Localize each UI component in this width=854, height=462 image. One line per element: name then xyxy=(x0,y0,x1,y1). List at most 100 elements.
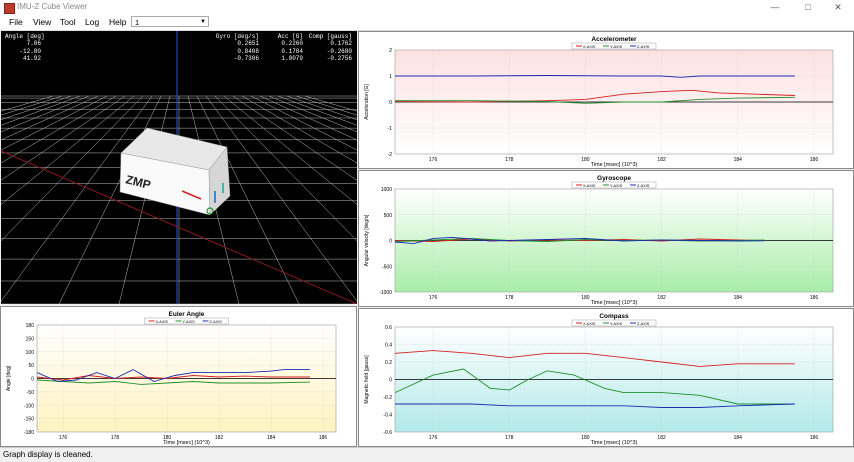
gyroscope-ylabel: Angular velocity [deg/s] xyxy=(364,214,370,266)
status-text: Graph display is cleaned. xyxy=(3,450,93,459)
legend-label: Z-AXIS xyxy=(637,184,650,188)
grid-line xyxy=(1,95,153,302)
close-button[interactable]: ✕ xyxy=(834,2,842,12)
y-tick-label: 0 xyxy=(31,377,34,383)
x-tick-label: 186 xyxy=(810,295,819,301)
cube-overlay: ZMP xyxy=(1,31,357,304)
device-select[interactable]: 1 ▼ xyxy=(131,16,209,27)
grid-line xyxy=(196,95,300,304)
x-tick-label: 182 xyxy=(657,435,666,441)
grid-line xyxy=(214,95,357,242)
x-tick-label: 186 xyxy=(319,435,328,441)
y-tick-label: 0 xyxy=(389,100,392,106)
grid-line xyxy=(241,95,357,164)
x-tick-label: 184 xyxy=(734,435,743,441)
y-tick-label: -2 xyxy=(388,152,393,158)
x-tick-label: 180 xyxy=(163,435,172,441)
x-tick-label: 176 xyxy=(429,157,438,163)
y-tick-label: 500 xyxy=(384,213,393,219)
origin-icon xyxy=(206,207,214,215)
grid-line xyxy=(250,95,357,151)
compass-title: Compass xyxy=(599,313,629,320)
x-tick-label: 178 xyxy=(111,435,120,441)
menu-bar: File View Tool Log Help xyxy=(0,15,854,31)
x-tick-label: 184 xyxy=(734,157,743,163)
y-tick-label: 2 xyxy=(389,48,392,54)
grid-line xyxy=(259,95,357,141)
hud-acc-header: Acc [G] xyxy=(277,33,303,40)
legend-label: Y-AXIS xyxy=(183,320,196,324)
grid-line xyxy=(223,95,357,205)
grid-line xyxy=(1,95,90,133)
menu-file[interactable]: File xyxy=(9,17,23,27)
menu-view[interactable]: View xyxy=(33,17,52,27)
grid-line xyxy=(268,95,357,133)
y-tick-label: 0.6 xyxy=(385,325,392,331)
status-bar: Graph display is cleaned. xyxy=(0,447,854,462)
y-tick-label: 150 xyxy=(26,336,35,342)
grid-line xyxy=(232,95,357,181)
grid-line xyxy=(205,95,357,302)
grid-line xyxy=(1,95,126,181)
x-tick-label: 180 xyxy=(581,157,590,163)
compass-legend xyxy=(571,319,657,327)
cube-3d-view[interactable]: ZMP Angle [deg] 7.06 -12.80 41.92 Gyro [… xyxy=(1,31,357,304)
x-arrow-icon xyxy=(181,190,202,200)
accelerometer-panel: Accelerometer Time [msec] (10^3) Accelerat… xyxy=(358,31,854,169)
menu-tool[interactable]: Tool xyxy=(60,17,76,27)
minimize-button[interactable]: — xyxy=(770,2,780,12)
y-tick-label: 180 xyxy=(26,323,35,329)
legend-label: Y-AXIS xyxy=(610,45,623,49)
device-select-value: 1 xyxy=(135,18,140,27)
compass-chart: Compass Time [msec] (10^3) Magnetic field … xyxy=(364,313,834,446)
menu-log[interactable]: Log xyxy=(85,17,100,27)
x-tick-label: 180 xyxy=(581,295,590,301)
y-tick-label: -0.6 xyxy=(383,430,392,436)
y-tick-label: 50 xyxy=(28,363,34,369)
x-tick-label: 178 xyxy=(505,157,514,163)
grid-line xyxy=(1,95,117,164)
menu-help[interactable]: Help xyxy=(109,17,127,27)
legend-label: Z-AXIS xyxy=(210,320,223,324)
euler-title: Euler Angle xyxy=(169,311,205,318)
compass-series-y-axis xyxy=(394,368,795,405)
accelerometer-ylabel: Acceleration [G] xyxy=(364,84,370,120)
y-tick-label: 0 xyxy=(389,378,392,384)
grid-line xyxy=(1,95,135,205)
y-tick-label: -0.4 xyxy=(383,413,392,419)
x-tick-label: 182 xyxy=(215,435,224,441)
euler-series-y-axis xyxy=(36,379,311,385)
hud-gyro-header: Gyro [deg/s] xyxy=(215,33,259,40)
gyroscope-title: Gyroscope xyxy=(597,175,631,182)
grid-line xyxy=(1,95,144,242)
floor-grid xyxy=(1,95,357,304)
hud-angle-values: 7.06 -12.80 41.92 xyxy=(19,40,41,62)
y-tick-label: -1000 xyxy=(379,290,392,296)
x-tick-label: 176 xyxy=(429,435,438,441)
y-tick-label: 0.4 xyxy=(385,343,392,349)
legend-label: Z-AXIS xyxy=(637,322,650,326)
euler-series-z-axis xyxy=(36,369,310,382)
x-axis-line xyxy=(1,150,357,304)
accelerometer-series-z-axis xyxy=(395,75,795,78)
grid-line xyxy=(118,95,171,304)
maximize-button[interactable]: □ xyxy=(805,2,811,12)
x-tick-label: 182 xyxy=(657,295,666,301)
legend-label: X-AXIS xyxy=(583,322,596,326)
euler-xlabel: Time [msec] (10^3) xyxy=(163,440,210,446)
accelerometer-chart: Accelerometer Time [msec] (10^3) Accelerat… xyxy=(364,36,834,168)
y-tick-label: -150 xyxy=(24,417,34,423)
y-tick-label: -50 xyxy=(27,390,34,396)
y-tick-label: 0.2 xyxy=(385,360,392,366)
legend-label: Z-AXIS xyxy=(637,45,650,49)
hud-acc-values: 0.2260 0.1784 1.0079 xyxy=(281,40,303,62)
hud-comp-values: 0.1762 -0.2680 -0.2756 xyxy=(326,40,352,62)
x-tick-label: 184 xyxy=(734,295,743,301)
y-tick-label: -180 xyxy=(24,430,34,436)
euler-angle-chart: Euler Angle Time [msec] (10^3) Angle [deg]… xyxy=(6,311,337,446)
euler-angle-panel: Euler Angle Time [msec] (10^3) Angle [deg]… xyxy=(0,306,357,447)
accelerometer-series-y-axis xyxy=(395,96,795,104)
accelerometer-legend xyxy=(571,42,657,50)
accelerometer-xlabel: Time [msec] (10^3) xyxy=(591,162,638,168)
y-tick-label: 1000 xyxy=(381,187,392,193)
